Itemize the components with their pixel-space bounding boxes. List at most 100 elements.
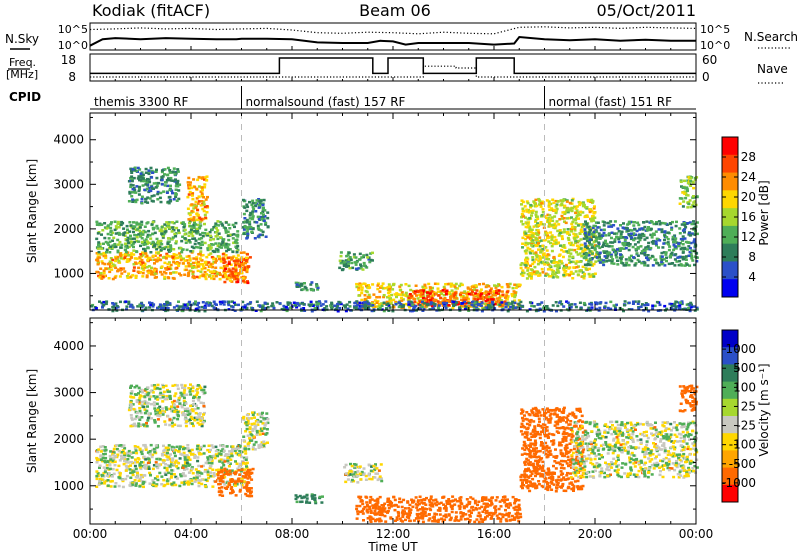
heatmap-cell <box>428 289 432 292</box>
heatmap-cell <box>485 296 489 300</box>
heatmap-cell <box>137 240 141 243</box>
heatmap-cell <box>615 248 619 251</box>
heatmap-cell <box>199 274 203 278</box>
heatmap-cell <box>424 286 428 290</box>
heatmap-cell <box>620 255 624 258</box>
heatmap-cell <box>182 451 186 455</box>
heatmap-cell <box>131 274 135 277</box>
heatmap-cell <box>528 235 532 239</box>
heatmap-cell <box>367 305 371 309</box>
heatmap-cell <box>106 224 110 228</box>
heatmap-cell <box>664 251 668 254</box>
heatmap-cell <box>214 453 218 456</box>
heatmap-cell <box>170 469 174 472</box>
heatmap-cell <box>674 237 678 240</box>
heatmap-cell <box>521 236 525 240</box>
heatmap-cell <box>585 252 589 256</box>
heatmap-cell <box>544 261 548 264</box>
heatmap-cell <box>188 259 192 262</box>
heatmap-cell <box>141 177 145 181</box>
heatmap-cell <box>188 257 192 260</box>
heatmap-cell <box>104 469 107 472</box>
heatmap-cell <box>578 252 582 255</box>
heatmap-cell <box>230 469 234 472</box>
heatmap-cell <box>570 248 574 252</box>
heatmap-cell <box>207 244 211 248</box>
heatmap-cell <box>166 388 169 392</box>
heatmap-cell <box>592 235 596 238</box>
heatmap-cell <box>661 246 665 249</box>
heatmap-cell <box>146 183 150 186</box>
heatmap-cell <box>158 196 162 200</box>
heatmap-cell <box>160 242 164 246</box>
heatmap-cell <box>188 463 192 466</box>
heatmap-cell <box>195 197 199 200</box>
heatmap-cell <box>684 240 688 244</box>
heatmap-cell <box>389 297 392 300</box>
heatmap-cell <box>524 266 528 269</box>
heatmap-cell <box>174 178 177 181</box>
heatmap-cell <box>681 205 685 208</box>
heatmap-cell <box>497 289 501 292</box>
heatmap-cell <box>532 225 536 228</box>
heatmap-cell <box>546 213 550 217</box>
heatmap-cell <box>500 290 504 293</box>
heatmap-cell <box>257 206 261 209</box>
heatmap-cell <box>199 224 203 227</box>
heatmap-cell <box>144 179 148 182</box>
nave-tick-top: 60 <box>702 53 717 67</box>
heatmap-cell <box>227 276 231 279</box>
y-tick-label: 1000 <box>53 266 84 280</box>
heatmap-cell <box>662 251 666 254</box>
date-title: 05/Oct/2011 <box>596 1 696 20</box>
heatmap-cell <box>555 264 559 267</box>
heatmap-cell <box>528 274 531 277</box>
heatmap-cell <box>102 303 106 307</box>
heatmap-cell <box>184 268 188 271</box>
heatmap-cell <box>578 203 582 207</box>
heatmap-cell <box>556 200 560 203</box>
heatmap-cell <box>214 274 218 278</box>
heatmap-cell <box>528 248 532 251</box>
heatmap-cell <box>587 225 591 228</box>
heatmap-cell <box>615 236 619 239</box>
heatmap-cell <box>200 236 204 240</box>
heatmap-cell <box>231 256 234 259</box>
heatmap-cell <box>346 307 350 311</box>
heatmap-cell <box>226 248 230 251</box>
heatmap-cell <box>114 225 118 228</box>
heatmap-cell <box>191 234 195 238</box>
heatmap-cell <box>479 288 483 291</box>
heatmap-cell <box>681 243 685 246</box>
heatmap-cell <box>489 295 493 299</box>
heatmap-cell <box>561 211 565 214</box>
heatmap-cell <box>594 240 598 243</box>
heatmap-cell <box>588 238 592 241</box>
heatmap-cell <box>584 256 588 260</box>
heatmap-cell <box>245 218 249 222</box>
heatmap-cell <box>465 292 469 295</box>
heatmap-cell <box>195 230 199 233</box>
heatmap-cell <box>577 217 580 220</box>
heatmap-cell <box>99 450 103 453</box>
heatmap-cell <box>513 283 517 286</box>
heatmap-cell <box>619 257 623 260</box>
heatmap-cell <box>598 234 602 238</box>
heatmap-cell <box>354 263 358 266</box>
heatmap-cell <box>257 200 261 203</box>
heatmap-cell <box>162 233 166 236</box>
heatmap-cell <box>223 454 227 457</box>
heatmap-cell <box>636 247 640 250</box>
heatmap-cell <box>436 306 440 309</box>
heatmap-cell <box>494 293 498 297</box>
heatmap-cell <box>193 456 197 459</box>
heatmap-cell <box>418 303 422 307</box>
heatmap-cell <box>225 445 229 448</box>
heatmap-cell <box>177 231 181 235</box>
heatmap-cell <box>126 239 130 242</box>
heatmap-cell <box>308 304 312 308</box>
heatmap-cell <box>145 254 149 258</box>
heatmap-cell <box>187 234 191 237</box>
heatmap-cell <box>462 299 466 302</box>
heatmap-cell <box>376 300 380 303</box>
